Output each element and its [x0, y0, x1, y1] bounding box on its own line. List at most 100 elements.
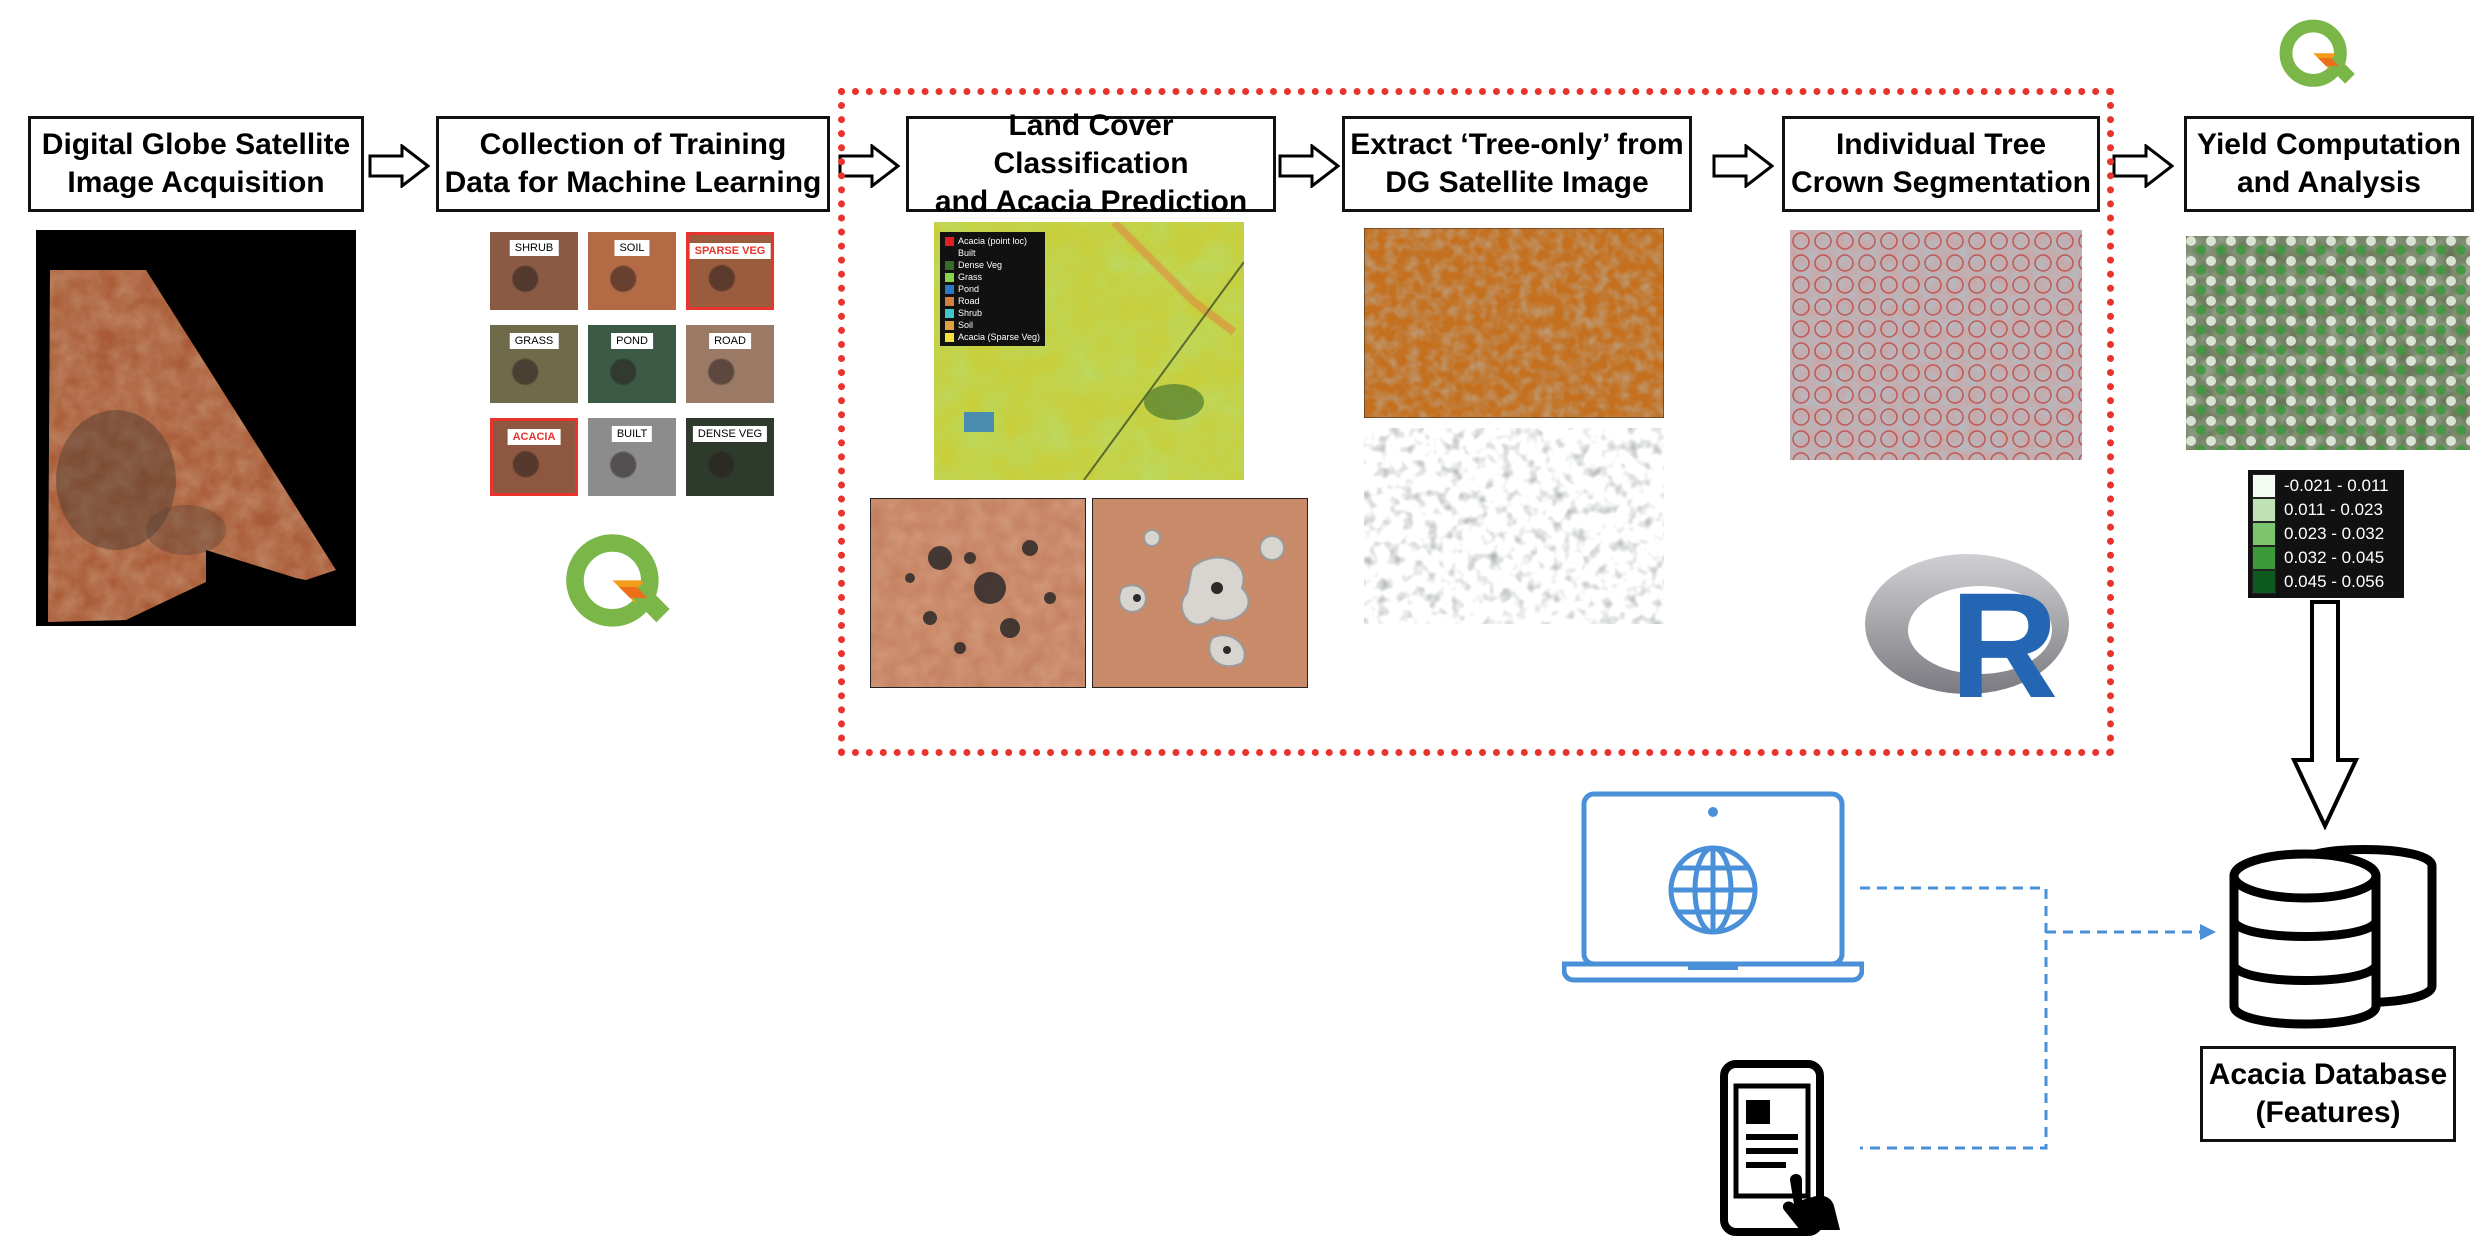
step-segmentation-line2: Crown Segmentation — [1790, 166, 2091, 199]
acacia-zoom-raw — [870, 498, 1086, 688]
training-sample-label: DENSE VEG — [692, 426, 768, 442]
step-database-box: Acacia Database (Features) — [2200, 1046, 2456, 1142]
classification-legend-entry: Road — [945, 295, 1040, 307]
classification-map: Acacia (point loc) Built Dense Veg Grass Pon… — [934, 222, 1244, 480]
step-acquisition-box: Digital Globe Satellite Image Acquisition — [28, 116, 364, 212]
legend-swatch — [945, 236, 954, 246]
classification-legend-entry: Acacia (point loc) — [945, 235, 1040, 247]
training-sample-thumb: DENSE VEG — [686, 418, 774, 496]
step-database-line1: Acacia Database — [2208, 1058, 2448, 1091]
flow-arrow-icon — [1278, 144, 1340, 188]
step-extract-box: Extract ‘Tree-only’ from DG Satellite Ima… — [1342, 116, 1692, 212]
satellite-image — [36, 230, 356, 626]
legend-swatch — [945, 296, 954, 306]
yield-legend-entry: 0.032 - 0.045 — [2248, 546, 2404, 570]
classification-legend-entry: Acacia (Sparse Veg) — [945, 331, 1040, 343]
step-yield-line2: and Analysis — [2237, 166, 2421, 199]
legend-label: Built — [958, 248, 976, 258]
legend-label: Soil — [958, 320, 974, 330]
classification-legend: Acacia (point loc) Built Dense Veg Grass Pon… — [940, 232, 1046, 346]
qgis-logo-icon — [2279, 19, 2355, 87]
acacia-zoom-classified — [1092, 498, 1308, 688]
yield-legend-label: 0.011 - 0.023 — [2284, 500, 2383, 519]
training-sample-label: POND — [611, 333, 653, 349]
yield-legend-swatch — [2252, 498, 2276, 522]
legend-label: Acacia (point loc) — [958, 236, 1028, 246]
step-classification-line1: Land Cover Classification — [993, 109, 1189, 180]
step-training-line1: Collection of Training — [479, 128, 787, 161]
classification-legend-entry: Pond — [945, 283, 1040, 295]
flow-arrow-icon — [838, 144, 900, 188]
training-sample-label: SPARSE VEG — [689, 243, 771, 259]
r-logo-icon: R — [1862, 550, 2072, 726]
step-database-line2: (Features) — [2255, 1096, 2401, 1129]
flow-arrow-icon — [2112, 144, 2174, 188]
classification-legend-entry: Grass — [945, 271, 1040, 283]
crown-segmentation-image — [1790, 230, 2082, 460]
yield-legend-label: -0.021 - 0.011 — [2284, 476, 2389, 495]
legend-swatch — [945, 308, 954, 318]
yield-legend-label: 0.023 - 0.032 — [2284, 524, 2385, 543]
classification-legend-entry: Soil — [945, 319, 1040, 331]
r-letter: R — [1950, 561, 2059, 729]
blue-dashed-connectors — [1860, 886, 2216, 1150]
training-sample-thumb: SOIL — [588, 232, 676, 310]
classification-legend-entry: Dense Veg — [945, 259, 1040, 271]
step-training-line2: Data for Machine Learning — [444, 166, 822, 199]
step-extract-line1: Extract ‘Tree-only’ from — [1350, 128, 1684, 161]
step-yield-box: Yield Computation and Analysis — [2184, 116, 2474, 212]
training-sample-thumb: BUILT — [588, 418, 676, 496]
classification-legend-entry: Shrub — [945, 307, 1040, 319]
laptop-globe-icon — [1562, 791, 1864, 983]
legend-swatch — [945, 332, 954, 342]
classification-legend-entry: Built — [945, 247, 1040, 259]
training-sample-thumb: POND — [588, 325, 676, 403]
legend-label: Shrub — [958, 308, 983, 318]
legend-label: Dense Veg — [958, 260, 1003, 270]
flow-arrow-icon — [368, 144, 430, 188]
training-sample-thumb: SHRUB — [490, 232, 578, 310]
yield-legend-swatch — [2252, 570, 2276, 594]
qgis-logo-icon — [566, 534, 670, 627]
training-sample-thumb: ROAD — [686, 325, 774, 403]
legend-swatch — [945, 272, 954, 282]
legend-label: Road — [958, 296, 980, 306]
training-sample-label: ACACIA — [507, 429, 561, 445]
legend-label: Pond — [958, 284, 980, 294]
step-classification-line2: and Acacia Prediction — [934, 185, 1248, 218]
yield-map-image — [2186, 236, 2470, 450]
step-yield-line1: Yield Computation — [2197, 128, 2461, 161]
yield-legend-entry: 0.045 - 0.056 — [2248, 570, 2404, 594]
legend-swatch — [945, 320, 954, 330]
step-acquisition-line2: Image Acquisition — [67, 166, 325, 199]
step-training-box: Collection of Training Data for Machine L… — [436, 116, 830, 212]
yield-legend-label: 0.032 - 0.045 — [2284, 548, 2385, 567]
training-samples-grid: SHRUB SOIL SPARSE VEG GRASS POND ROAD ACACIA BU… — [490, 232, 774, 496]
tree-only-image — [1364, 428, 1664, 624]
r-processing-region — [838, 88, 2114, 756]
yield-legend-label: 0.045 - 0.056 — [2284, 572, 2385, 591]
yield-legend-swatch — [2252, 474, 2276, 498]
step-extract-line2: DG Satellite Image — [1385, 166, 1649, 199]
yield-legend-swatch — [2252, 546, 2276, 570]
yield-legend-entry: -0.021 - 0.011 — [2248, 474, 2404, 498]
flow-arrow-icon — [1712, 144, 1774, 188]
step-classification-box: Land Cover Classification and Acacia Pred… — [906, 109, 1276, 218]
step-acquisition-line1: Digital Globe Satellite — [41, 128, 351, 161]
yield-legend-entry: 0.023 - 0.032 — [2248, 522, 2404, 546]
training-sample-label: GRASS — [509, 333, 559, 349]
legend-swatch — [945, 248, 954, 258]
database-icon — [2229, 845, 2437, 1029]
training-sample-label: SOIL — [614, 240, 650, 256]
training-sample-label: SHRUB — [509, 240, 559, 256]
down-arrow-icon — [2290, 600, 2360, 830]
training-sample-thumb: SPARSE VEG — [686, 232, 774, 310]
training-sample-label: BUILT — [611, 426, 653, 442]
step-segmentation-box: Individual Tree Crown Segmentation — [1782, 116, 2100, 212]
training-sample-label: ROAD — [709, 333, 751, 349]
legend-swatch — [945, 260, 954, 270]
mobile-phone-icon — [1720, 1060, 1840, 1236]
legend-label: Grass — [958, 272, 983, 282]
legend-swatch — [945, 284, 954, 294]
yield-legend: -0.021 - 0.011 0.011 - 0.023 0.023 - 0.032… — [2248, 470, 2404, 598]
